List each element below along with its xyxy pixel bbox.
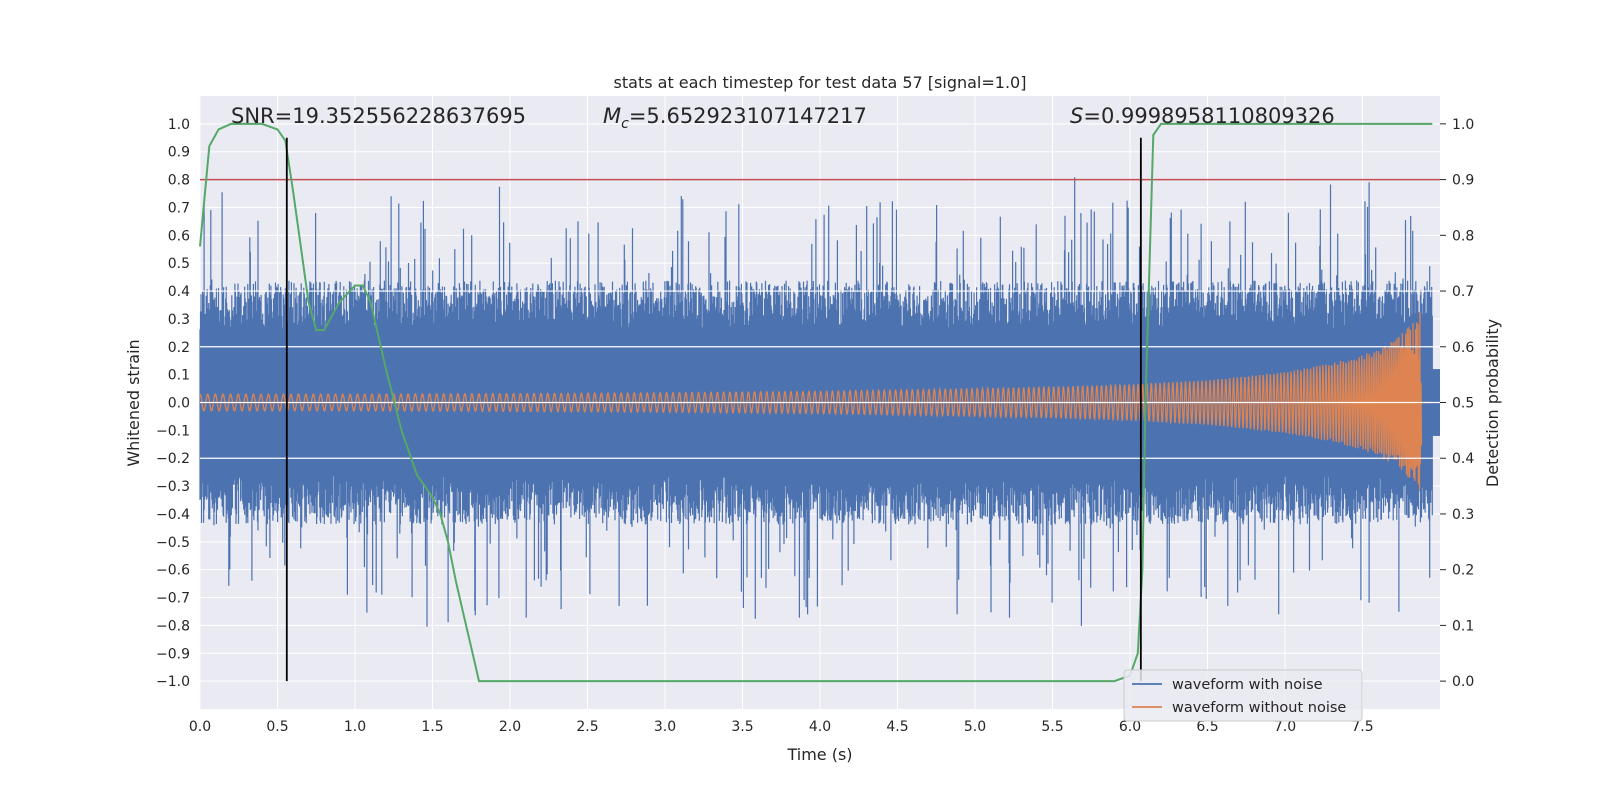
y-axis-title: Whitened strain — [124, 339, 143, 466]
x-tick-label: 6.5 — [1196, 719, 1218, 735]
annotation-score: S=0.9998958110809326 — [1070, 104, 1335, 128]
y-tick-label: 0.9 — [168, 145, 190, 161]
series-waveform-without-noise — [199, 311, 1423, 491]
y-tick-label: 0.0 — [168, 396, 190, 412]
y-tick-label: 0.3 — [168, 312, 190, 328]
annotation-snr: SNR=19.352556228637695 — [231, 104, 526, 128]
y-tick-label: −0.2 — [156, 451, 190, 467]
chirp-mass-value: =5.652923107147217 — [629, 104, 867, 128]
y-tick-label: −0.8 — [156, 618, 190, 634]
x-tick-labels: 0.0 0.5 1.0 1.5 2.0 2.5 3.0 3.5 4.0 4.5 5.0 5.5 6.0 6… — [189, 719, 1374, 735]
x-tick-label: 3.0 — [654, 719, 676, 735]
y-tick-label: 0.5 — [168, 256, 190, 272]
y-tick-label: −0.1 — [156, 423, 190, 439]
y2-axis-title: Detection probability — [1483, 319, 1502, 487]
legend-label-clean: waveform without noise — [1172, 700, 1346, 716]
x-tick-label: 7.5 — [1351, 719, 1373, 735]
y-tick-label: 0.1 — [168, 368, 190, 384]
y2-tick-label: 1.0 — [1452, 117, 1474, 133]
y2-tick-label: 0.1 — [1452, 618, 1474, 634]
x-axis-title: Time (s) — [786, 745, 852, 764]
chirp-mass-symbol: M — [603, 104, 621, 128]
score-symbol: S — [1070, 104, 1083, 128]
y-tick-label: 0.4 — [168, 284, 190, 300]
y-tick-label: 0.2 — [168, 340, 190, 356]
x-tick-label: 1.5 — [421, 719, 443, 735]
y-tick-label: 1.0 — [168, 117, 190, 133]
y2-tick-label: 0.6 — [1452, 340, 1474, 356]
y-tick-label: −0.6 — [156, 563, 190, 579]
annotation-chirp-mass: Mc=5.652923107147217 — [603, 104, 867, 132]
x-tick-label: 0.5 — [266, 719, 288, 735]
y-tick-label: −0.9 — [156, 646, 190, 662]
x-tick-label: 3.5 — [731, 719, 753, 735]
chart-title: stats at each timestep for test data 57 … — [614, 73, 1027, 92]
y2-tick-label: 0.3 — [1452, 507, 1474, 523]
x-tick-label: 4.5 — [886, 719, 908, 735]
y2-tick-label: 0.4 — [1452, 451, 1474, 467]
y2-tick-label: 0.8 — [1452, 228, 1474, 244]
x-tick-label: 5.5 — [1041, 719, 1063, 735]
x-tick-label: 4.0 — [809, 719, 831, 735]
x-tick-label: 0.0 — [189, 719, 211, 735]
y-tick-label: −1.0 — [156, 674, 190, 690]
y-tick-label: 0.8 — [168, 173, 190, 189]
y2-tick-labels: 1.0 0.9 0.8 0.7 0.6 0.5 0.4 0.3 0.2 0.1 0.0 — [1440, 117, 1474, 690]
x-tick-label: 2.0 — [499, 719, 521, 735]
series-detection-probability — [199, 122, 1433, 683]
y-tick-label: 0.6 — [168, 228, 190, 244]
y-tick-labels: 1.0 0.9 0.8 0.7 0.6 0.5 0.4 0.3 0.2 0.1 0.0 −0.1 −0.… — [156, 117, 190, 690]
y2-tick-label: 0.2 — [1452, 563, 1474, 579]
y2-tick-label: 0.5 — [1452, 396, 1474, 412]
y-tick-label: −0.7 — [156, 591, 190, 607]
chirp-mass-subscript: c — [621, 116, 629, 132]
y2-tick-label: 0.0 — [1452, 674, 1474, 690]
x-tick-label: 6.0 — [1119, 719, 1141, 735]
y2-tick-label: 0.9 — [1452, 173, 1474, 189]
score-value: =0.9998958110809326 — [1083, 104, 1334, 128]
x-tick-label: 2.5 — [576, 719, 598, 735]
legend-label-noisy: waveform with noise — [1172, 677, 1323, 693]
legend: waveform with noise waveform without noi… — [1123, 669, 1363, 722]
y-tick-label: −0.4 — [156, 507, 190, 523]
x-tick-label: 5.0 — [964, 719, 986, 735]
y-tick-label: −0.5 — [156, 535, 190, 551]
x-tick-label: 1.0 — [344, 719, 366, 735]
y-tick-label: 0.7 — [168, 200, 190, 216]
x-tick-label: 7.0 — [1274, 719, 1296, 735]
legend-box — [1123, 669, 1363, 722]
y-tick-label: −0.3 — [156, 479, 190, 495]
overlay-group — [199, 122, 1440, 683]
y2-tick-label: 0.7 — [1452, 284, 1474, 300]
